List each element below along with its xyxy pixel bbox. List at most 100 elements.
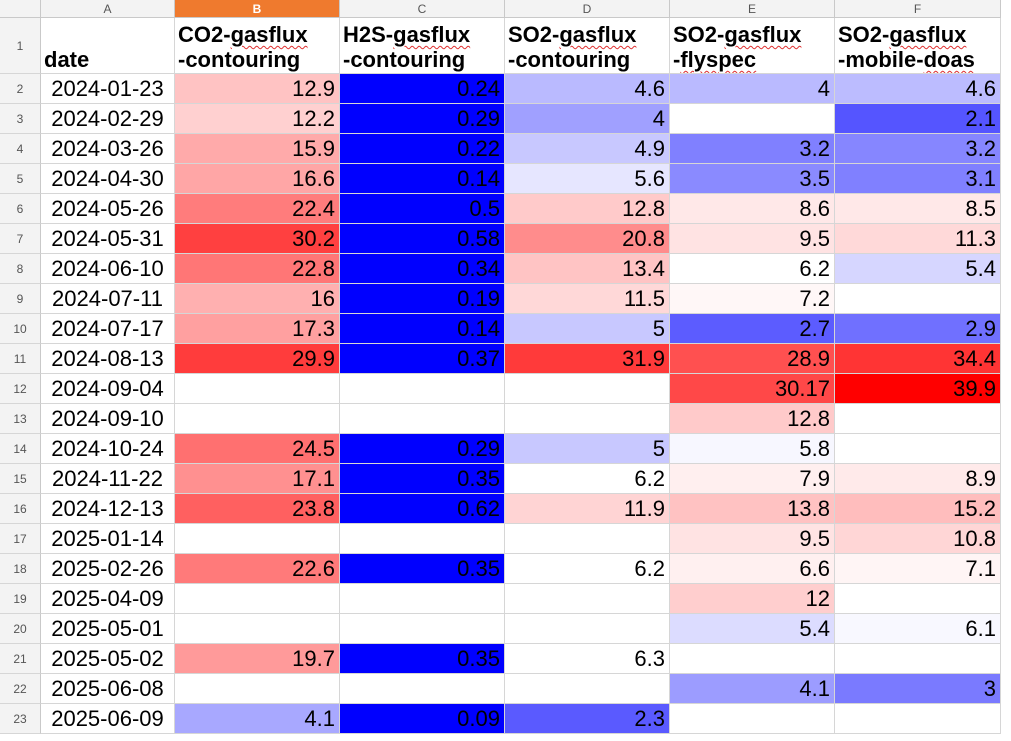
cell-f4[interactable]: 3.2: [835, 134, 1001, 164]
cell-f14[interactable]: [835, 434, 1001, 464]
cell-a18[interactable]: 2025-02-26: [41, 554, 175, 584]
cell-c13[interactable]: [340, 404, 505, 434]
cell-c22[interactable]: [340, 674, 505, 704]
cell-b18[interactable]: 22.6: [175, 554, 340, 584]
cell-f5[interactable]: 3.1: [835, 164, 1001, 194]
cell-a4[interactable]: 2024-03-26: [41, 134, 175, 164]
cell-e5[interactable]: 3.5: [670, 164, 835, 194]
cell-b13[interactable]: [175, 404, 340, 434]
header-cell-b[interactable]: CO2-gasflux -contouring: [175, 18, 340, 74]
cell-d3[interactable]: 4: [505, 104, 670, 134]
cell-b6[interactable]: 22.4: [175, 194, 340, 224]
row-header-3[interactable]: 3: [0, 104, 41, 134]
cell-d10[interactable]: 5: [505, 314, 670, 344]
cell-b22[interactable]: [175, 674, 340, 704]
cell-e20[interactable]: 5.4: [670, 614, 835, 644]
cell-a10[interactable]: 2024-07-17: [41, 314, 175, 344]
cell-b11[interactable]: 29.9: [175, 344, 340, 374]
cell-a12[interactable]: 2024-09-04: [41, 374, 175, 404]
row-header-21[interactable]: 21: [0, 644, 41, 674]
cell-b12[interactable]: [175, 374, 340, 404]
cell-f12[interactable]: 39.9: [835, 374, 1001, 404]
row-header-10[interactable]: 10: [0, 314, 41, 344]
cell-e4[interactable]: 3.2: [670, 134, 835, 164]
row-header-6[interactable]: 6: [0, 194, 41, 224]
cell-e23[interactable]: [670, 704, 835, 734]
row-header-23[interactable]: 23: [0, 704, 41, 734]
header-cell-e[interactable]: SO2-gasflux -flyspec: [670, 18, 835, 74]
row-header-5[interactable]: 5: [0, 164, 41, 194]
cell-c15[interactable]: 0.35: [340, 464, 505, 494]
cell-e17[interactable]: 9.5: [670, 524, 835, 554]
cell-d17[interactable]: [505, 524, 670, 554]
row-header-20[interactable]: 20: [0, 614, 41, 644]
cell-b23[interactable]: 4.1: [175, 704, 340, 734]
cell-c2[interactable]: 0.24: [340, 74, 505, 104]
cell-f6[interactable]: 8.5: [835, 194, 1001, 224]
cell-b2[interactable]: 12.9: [175, 74, 340, 104]
cell-e9[interactable]: 7.2: [670, 284, 835, 314]
cell-c11[interactable]: 0.37: [340, 344, 505, 374]
cell-c9[interactable]: 0.19: [340, 284, 505, 314]
cell-a7[interactable]: 2024-05-31: [41, 224, 175, 254]
cell-c23[interactable]: 0.09: [340, 704, 505, 734]
cell-d2[interactable]: 4.6: [505, 74, 670, 104]
cell-b15[interactable]: 17.1: [175, 464, 340, 494]
cell-f13[interactable]: [835, 404, 1001, 434]
header-cell-a[interactable]: date: [41, 18, 175, 74]
cell-f15[interactable]: 8.9: [835, 464, 1001, 494]
cell-e6[interactable]: 8.6: [670, 194, 835, 224]
cell-a21[interactable]: 2025-05-02: [41, 644, 175, 674]
cell-a20[interactable]: 2025-05-01: [41, 614, 175, 644]
cell-d23[interactable]: 2.3: [505, 704, 670, 734]
cell-a3[interactable]: 2024-02-29: [41, 104, 175, 134]
cell-b17[interactable]: [175, 524, 340, 554]
cell-d14[interactable]: 5: [505, 434, 670, 464]
row-header-11[interactable]: 11: [0, 344, 41, 374]
cell-e12[interactable]: 30.17: [670, 374, 835, 404]
cell-e21[interactable]: [670, 644, 835, 674]
row-header-13[interactable]: 13: [0, 404, 41, 434]
cell-d15[interactable]: 6.2: [505, 464, 670, 494]
select-all-corner[interactable]: [0, 0, 41, 18]
row-header-15[interactable]: 15: [0, 464, 41, 494]
row-header-8[interactable]: 8: [0, 254, 41, 284]
column-header-b[interactable]: B: [175, 0, 340, 18]
cell-f22[interactable]: 3: [835, 674, 1001, 704]
row-header-7[interactable]: 7: [0, 224, 41, 254]
cell-a11[interactable]: 2024-08-13: [41, 344, 175, 374]
cell-b20[interactable]: [175, 614, 340, 644]
header-cell-c[interactable]: H2S-gasflux -contouring: [340, 18, 505, 74]
cell-d19[interactable]: [505, 584, 670, 614]
row-header-18[interactable]: 18: [0, 554, 41, 584]
cell-d16[interactable]: 11.9: [505, 494, 670, 524]
cell-d13[interactable]: [505, 404, 670, 434]
cell-e8[interactable]: 6.2: [670, 254, 835, 284]
cell-c14[interactable]: 0.29: [340, 434, 505, 464]
cell-e14[interactable]: 5.8: [670, 434, 835, 464]
cell-c17[interactable]: [340, 524, 505, 554]
cell-d20[interactable]: [505, 614, 670, 644]
cell-a9[interactable]: 2024-07-11: [41, 284, 175, 314]
cell-b7[interactable]: 30.2: [175, 224, 340, 254]
cell-c21[interactable]: 0.35: [340, 644, 505, 674]
cell-b5[interactable]: 16.6: [175, 164, 340, 194]
row-header-9[interactable]: 9: [0, 284, 41, 314]
cell-c8[interactable]: 0.34: [340, 254, 505, 284]
cell-a2[interactable]: 2024-01-23: [41, 74, 175, 104]
cell-c19[interactable]: [340, 584, 505, 614]
cell-c18[interactable]: 0.35: [340, 554, 505, 584]
cell-a5[interactable]: 2024-04-30: [41, 164, 175, 194]
cell-e18[interactable]: 6.6: [670, 554, 835, 584]
cell-e11[interactable]: 28.9: [670, 344, 835, 374]
cell-a14[interactable]: 2024-10-24: [41, 434, 175, 464]
cell-f2[interactable]: 4.6: [835, 74, 1001, 104]
cell-f23[interactable]: [835, 704, 1001, 734]
cell-f17[interactable]: 10.8: [835, 524, 1001, 554]
cell-d12[interactable]: [505, 374, 670, 404]
column-header-d[interactable]: D: [505, 0, 670, 18]
header-cell-d[interactable]: SO2-gasflux -contouring: [505, 18, 670, 74]
cell-b10[interactable]: 17.3: [175, 314, 340, 344]
cell-b4[interactable]: 15.9: [175, 134, 340, 164]
cell-e22[interactable]: 4.1: [670, 674, 835, 704]
